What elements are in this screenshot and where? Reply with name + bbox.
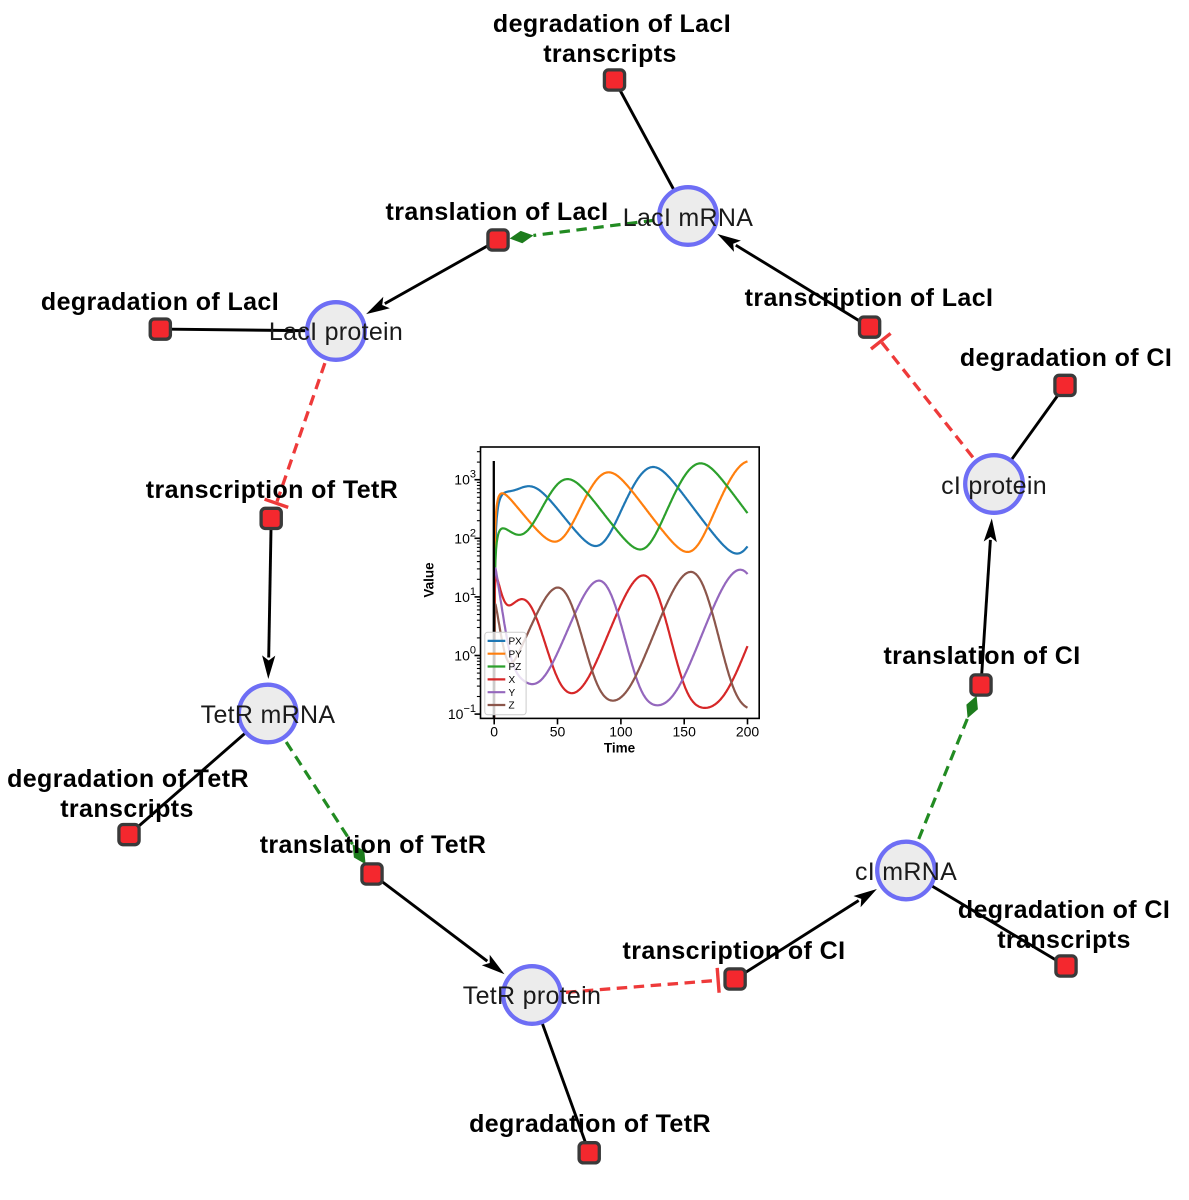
svg-text:transcription of LacI: transcription of LacI — [745, 284, 994, 312]
svg-text:degradation of TetR: degradation of TetR — [7, 765, 249, 793]
svg-text:transcripts: transcripts — [60, 795, 194, 823]
svg-text:X: X — [509, 675, 516, 686]
svg-text:200: 200 — [736, 723, 760, 739]
svg-text:150: 150 — [673, 723, 697, 739]
svg-text:degradation of CI: degradation of CI — [960, 344, 1172, 372]
svg-text:cI protein: cI protein — [941, 472, 1047, 500]
svg-text:Z: Z — [509, 701, 515, 712]
svg-text:PZ: PZ — [509, 662, 522, 673]
svg-text:cI mRNA: cI mRNA — [855, 858, 957, 886]
svg-text:degradation of TetR: degradation of TetR — [469, 1110, 711, 1138]
svg-text:transcripts: transcripts — [997, 926, 1131, 954]
svg-text:TetR mRNA: TetR mRNA — [201, 701, 336, 729]
svg-text:100: 100 — [609, 723, 633, 739]
svg-text:degradation of CI: degradation of CI — [958, 896, 1170, 924]
svg-text:degradation of LacI: degradation of LacI — [493, 10, 731, 38]
svg-text:PX: PX — [509, 637, 523, 648]
svg-text:LacI mRNA: LacI mRNA — [623, 204, 754, 232]
svg-text:0: 0 — [490, 723, 498, 739]
svg-text:TetR protein: TetR protein — [463, 982, 601, 1010]
svg-text:translation of LacI: translation of LacI — [386, 198, 609, 226]
svg-text:translation of TetR: translation of TetR — [260, 831, 487, 859]
svg-text:transcripts: transcripts — [543, 40, 677, 68]
svg-text:LacI protein: LacI protein — [269, 318, 403, 346]
svg-text:transcription of CI: transcription of CI — [623, 937, 846, 965]
svg-text:PY: PY — [509, 649, 523, 660]
svg-text:Time: Time — [604, 740, 636, 755]
svg-text:transcription of TetR: transcription of TetR — [146, 476, 398, 504]
svg-text:degradation of LacI: degradation of LacI — [41, 288, 279, 316]
svg-text:Y: Y — [509, 688, 516, 699]
svg-text:50: 50 — [550, 723, 566, 739]
svg-text:translation of CI: translation of CI — [883, 642, 1080, 670]
svg-text:Value: Value — [422, 562, 437, 598]
